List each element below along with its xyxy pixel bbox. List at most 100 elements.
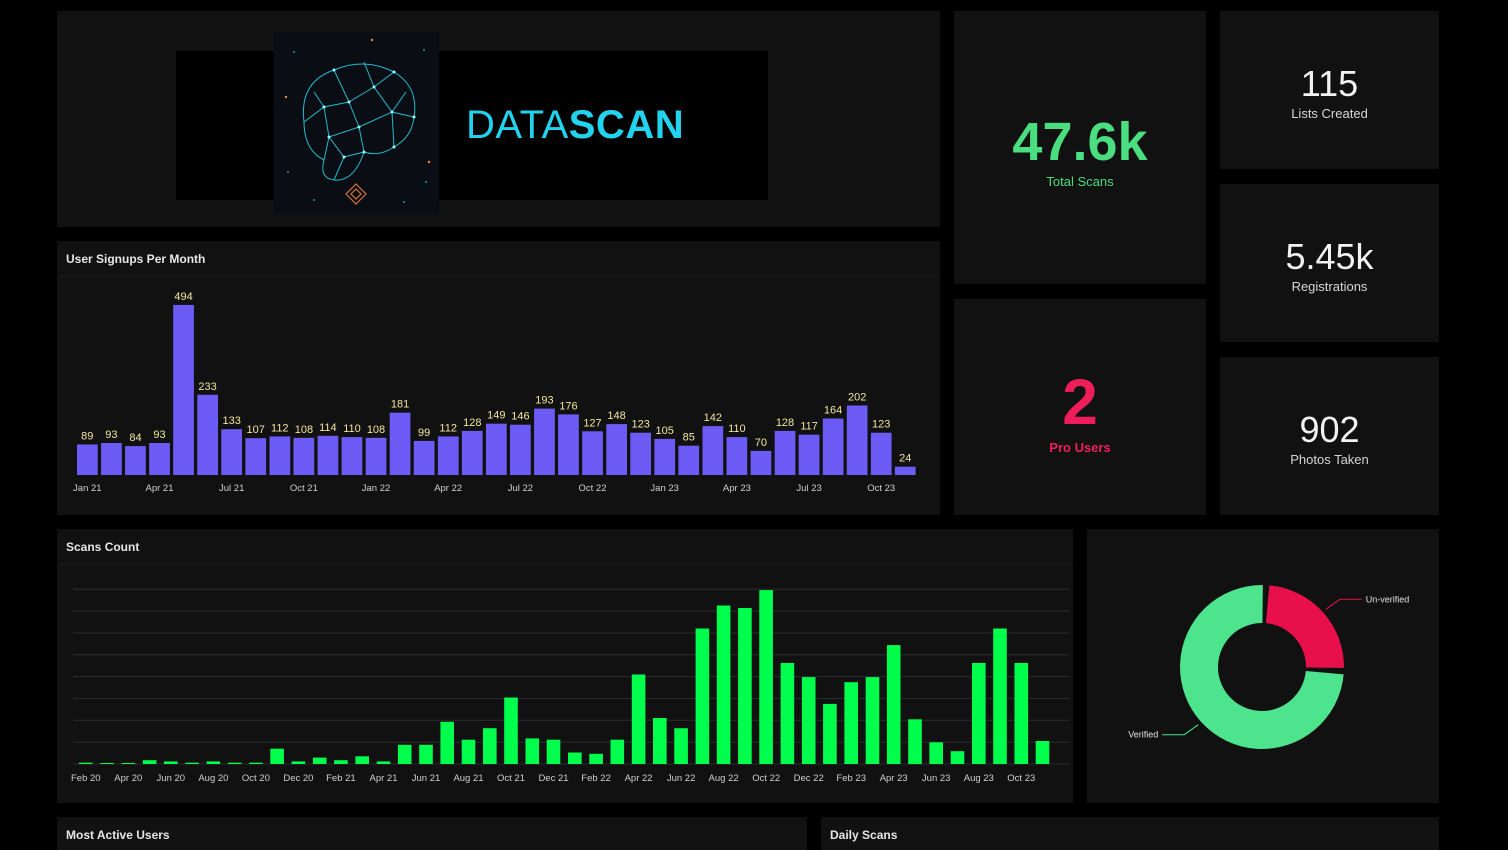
scans-bar[interactable] (886, 645, 901, 764)
scans-bar[interactable] (355, 756, 369, 764)
signups-chart: 89 93 84 93 494 233 133 107 112 108 114 110 108 181 99… (73, 291, 916, 494)
scans-bar[interactable] (568, 752, 582, 765)
signup-bar[interactable] (630, 432, 651, 475)
signup-bar[interactable] (77, 444, 98, 475)
scans-bar[interactable] (121, 763, 136, 764)
signup-bar[interactable] (365, 437, 387, 475)
signup-bar[interactable] (486, 423, 507, 475)
signup-data-label: 70 (755, 437, 767, 449)
scans-bar[interactable] (589, 753, 603, 764)
signup-bar[interactable] (317, 435, 339, 475)
scans-bar[interactable] (291, 761, 306, 764)
signup-bar[interactable] (245, 438, 267, 475)
signup-bar[interactable] (894, 466, 916, 475)
scans-bar[interactable] (674, 728, 688, 764)
scans-bar[interactable] (249, 762, 263, 764)
scans-bar[interactable] (397, 744, 412, 764)
signup-bar[interactable] (461, 430, 483, 475)
scans-x-tick-label: Apr 20 (114, 773, 142, 784)
signup-data-label: 128 (776, 417, 794, 429)
scans-bar[interactable] (376, 761, 391, 764)
lists-created-label: Lists Created (1291, 106, 1368, 121)
verification-panel: Un-verified Verified (1087, 529, 1439, 803)
scans-bar[interactable] (865, 677, 880, 764)
signup-bar[interactable] (125, 446, 146, 475)
scans-bar[interactable] (419, 744, 433, 764)
signup-bar[interactable] (221, 429, 242, 475)
scans-bar[interactable] (79, 762, 93, 764)
scans-bar[interactable] (716, 605, 731, 765)
scans-bar[interactable] (695, 628, 710, 765)
scans-bar[interactable] (1035, 741, 1050, 764)
signup-bar[interactable] (774, 430, 796, 475)
signup-bar[interactable] (822, 418, 844, 476)
scans-bar[interactable] (206, 761, 221, 764)
signup-bar[interactable] (582, 431, 603, 475)
scans-bar[interactable] (738, 608, 752, 764)
scans-bar[interactable] (844, 682, 858, 764)
scans-bar[interactable] (142, 760, 157, 764)
signup-bar[interactable] (726, 437, 748, 475)
scans-bar[interactable] (631, 674, 646, 765)
brain-logo-image (274, 32, 439, 214)
scans-bar[interactable] (270, 748, 284, 764)
signup-data-label: 108 (295, 424, 313, 436)
signup-bar[interactable] (870, 432, 892, 475)
signup-bar[interactable] (558, 414, 579, 475)
scans-bar[interactable] (653, 718, 667, 764)
signup-bar[interactable] (437, 436, 459, 475)
signup-bar[interactable] (534, 408, 555, 475)
scans-bar[interactable] (483, 728, 497, 764)
signup-bar[interactable] (413, 440, 435, 475)
logo-text-data: DATA (466, 103, 569, 147)
signup-bar[interactable] (389, 412, 411, 475)
scans-x-tick-label: Jun 20 (157, 773, 186, 784)
signup-bar[interactable] (293, 437, 315, 475)
signup-bar[interactable] (654, 438, 676, 475)
scans-bar[interactable] (440, 721, 454, 764)
signup-bar[interactable] (702, 426, 724, 475)
signup-bar[interactable] (269, 436, 291, 475)
scans-bar[interactable] (164, 761, 178, 764)
scans-bar[interactable] (972, 663, 986, 764)
scans-bar[interactable] (908, 719, 922, 765)
scans-bar[interactable] (610, 739, 625, 764)
signup-data-label: 123 (632, 419, 650, 431)
signup-bar[interactable] (798, 434, 820, 475)
signup-bar[interactable] (510, 424, 531, 475)
verified-slice[interactable] (1180, 585, 1344, 749)
signup-bar[interactable] (846, 405, 868, 476)
scans-bar[interactable] (801, 677, 816, 764)
signup-bar[interactable] (678, 445, 700, 475)
scans-x-tick-label: Jun 22 (667, 773, 696, 784)
scans-bar[interactable] (546, 739, 561, 764)
scans-bar[interactable] (929, 742, 943, 764)
signup-bar[interactable] (197, 394, 218, 475)
registrations-card: 5.45k Registrations (1220, 184, 1439, 342)
scans-bar[interactable] (993, 628, 1007, 765)
scans-bar[interactable] (100, 763, 114, 764)
signup-bar[interactable] (101, 443, 122, 475)
scans-bar[interactable] (1014, 663, 1029, 764)
signup-bar[interactable] (173, 304, 194, 475)
scans-bar[interactable] (759, 590, 773, 764)
scans-bar[interactable] (525, 738, 540, 764)
scans-bar[interactable] (950, 751, 965, 764)
signup-x-tick-label: Apr 23 (723, 483, 751, 494)
signup-bar[interactable] (341, 437, 363, 475)
signup-bar[interactable] (606, 424, 627, 475)
scans-bar[interactable] (780, 663, 795, 764)
pro-users-label: Pro Users (1049, 440, 1111, 455)
scans-bar[interactable] (504, 697, 518, 765)
signup-data-label: 133 (223, 415, 241, 427)
signup-bar[interactable] (750, 450, 772, 475)
unverified-slice[interactable] (1265, 585, 1344, 668)
scans-bar[interactable] (185, 762, 199, 764)
scans-bar[interactable] (227, 762, 242, 764)
scans-bar[interactable] (823, 703, 837, 764)
signup-bar[interactable] (149, 443, 170, 475)
most-active-users-title: Most Active Users (66, 828, 170, 842)
scans-bar[interactable] (461, 739, 476, 764)
scans-bar[interactable] (334, 760, 348, 764)
scans-bar[interactable] (312, 757, 327, 764)
